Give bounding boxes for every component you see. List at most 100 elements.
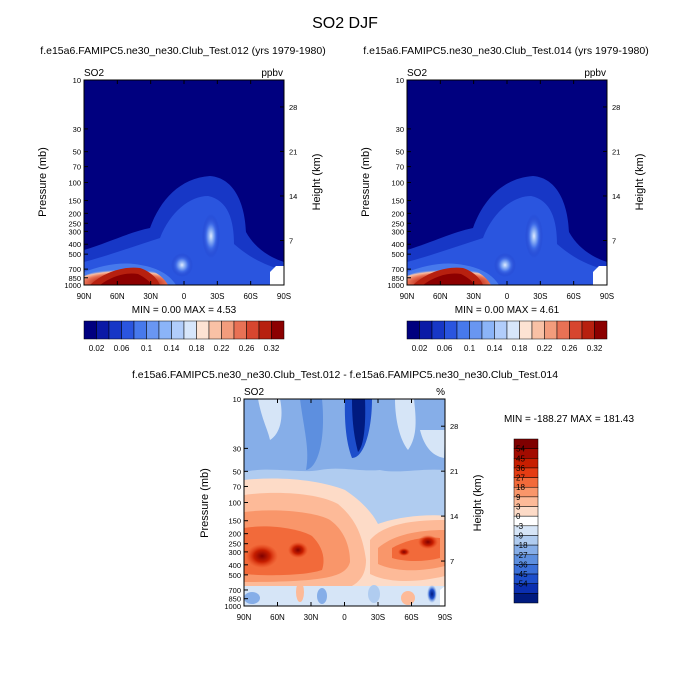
colorbar-swatch xyxy=(96,320,110,340)
y-tick-label: 50 xyxy=(396,148,404,157)
x-tick-label: 90S xyxy=(600,292,614,301)
y-tick-label: 1000 xyxy=(387,281,404,290)
colorbar-swatch xyxy=(208,320,222,340)
colorbar-label: 0.26 xyxy=(239,344,255,353)
panel-3-yticks-right: 28 21 14 7 xyxy=(441,422,458,566)
colorbar-swatch xyxy=(406,320,420,340)
colorbar-swatch xyxy=(146,320,160,340)
colorbar-swatch xyxy=(444,320,458,340)
colorbar-label: 0.14 xyxy=(164,344,180,353)
colorbar-label: 36 xyxy=(516,464,525,473)
x-tick-label: 0 xyxy=(505,292,510,301)
colorbar-swatch xyxy=(456,320,470,340)
y-tick-label: 1000 xyxy=(224,602,241,611)
y-tick-label: 500 xyxy=(68,250,81,259)
panel-3-field xyxy=(244,399,445,606)
colorbar-swatch xyxy=(246,320,260,340)
height-tick-label: 14 xyxy=(289,192,297,201)
panel-2-field xyxy=(407,80,607,285)
y-tick-label: 200 xyxy=(391,209,404,218)
x-tick-label: 90N xyxy=(77,292,92,301)
y-tick-label: 10 xyxy=(233,395,241,404)
x-tick-label: 30N xyxy=(466,292,481,301)
y-tick-label: 30 xyxy=(396,125,404,134)
colorbar-swatch xyxy=(419,320,433,340)
y-tick-label: 70 xyxy=(233,482,241,491)
y-tick-label: 50 xyxy=(233,467,241,476)
colorbar-label: 0.32 xyxy=(264,344,280,353)
colorbar-swatch xyxy=(556,320,570,340)
y-tick-label: 70 xyxy=(396,163,404,172)
colorbar-label: 0.26 xyxy=(562,344,578,353)
colorbar-label: 0.22 xyxy=(537,344,553,353)
panel-3-xticks: 90N 60N 30N 0 30S 60S 90S xyxy=(237,399,452,622)
panel-3: f.e15a6.FAMIPC5.ne30_ne30.Club_Test.012 … xyxy=(132,369,635,622)
y-tick-label: 50 xyxy=(73,148,81,157)
colorbar-label: -27 xyxy=(516,551,528,560)
panel-1-variable: SO2 xyxy=(84,68,104,79)
x-tick-label: 30S xyxy=(371,613,385,622)
colorbar-label: 18 xyxy=(516,483,525,492)
y-tick-label: 250 xyxy=(68,219,81,228)
y-tick-label: 250 xyxy=(228,540,241,549)
colorbar-label: 0.18 xyxy=(512,344,528,353)
x-tick-label: 90N xyxy=(400,292,415,301)
panel-1-stats: MIN = 0.00 MAX = 4.53 xyxy=(132,305,237,316)
colorbar-label: 3 xyxy=(516,503,521,512)
panel-1-title: f.e15a6.FAMIPC5.ne30_ne30.Club_Test.012 … xyxy=(40,45,325,57)
colorbar-label: 27 xyxy=(516,474,525,483)
colorbar-swatch xyxy=(133,320,147,340)
y-tick-label: 400 xyxy=(391,240,404,249)
colorbar-swatch xyxy=(196,320,210,340)
y-tick-label: 10 xyxy=(396,76,404,85)
colorbar-label: -36 xyxy=(516,560,528,569)
x-tick-label: 60N xyxy=(270,613,285,622)
panel-2: f.e15a6.FAMIPC5.ne30_ne30.Club_Test.014 … xyxy=(360,45,649,353)
colorbar-swatch xyxy=(581,320,595,340)
colorbar-label: 0.02 xyxy=(412,344,428,353)
panel-1-units: ppbv xyxy=(261,68,283,79)
colorbar-swatch xyxy=(121,320,135,340)
colorbar-swatch xyxy=(569,320,583,340)
panel-3-stats: MIN = -188.27 MAX = 181.43 xyxy=(504,414,635,425)
x-tick-label: 60N xyxy=(433,292,448,301)
colorbar-swatch xyxy=(544,320,558,340)
colorbar-label: 0.06 xyxy=(114,344,130,353)
y-tick-label: 150 xyxy=(391,197,404,206)
panel-1-field xyxy=(84,80,284,285)
colorbar-swatch xyxy=(494,320,508,340)
colorbar-swatch xyxy=(481,320,495,340)
colorbar-swatch xyxy=(171,320,185,340)
panel-2-colorbar: 0.02 0.06 0.1 0.14 0.18 0.22 0.26 0.32 xyxy=(406,320,608,353)
y-tick-label: 850 xyxy=(68,274,81,283)
figure-title: SO2 DJF xyxy=(312,15,378,32)
height-tick-label: 14 xyxy=(612,192,620,201)
y-tick-label: 30 xyxy=(233,444,241,453)
x-tick-label: 60S xyxy=(567,292,581,301)
height-tick-label: 28 xyxy=(612,103,620,112)
x-tick-label: 90S xyxy=(277,292,291,301)
colorbar-label: 54 xyxy=(516,445,525,454)
colorbar-swatch xyxy=(513,593,539,604)
panel-3-title: f.e15a6.FAMIPC5.ne30_ne30.Club_Test.012 … xyxy=(132,369,558,381)
x-tick-label: 60S xyxy=(244,292,258,301)
x-tick-label: 60N xyxy=(110,292,125,301)
panel-2-variable: SO2 xyxy=(407,68,427,79)
panel-2-title: f.e15a6.FAMIPC5.ne30_ne30.Club_Test.014 … xyxy=(363,45,648,57)
panel-1-ylabel: Pressure (mb) xyxy=(37,147,49,217)
y-tick-label: 300 xyxy=(391,227,404,236)
colorbar-label: -54 xyxy=(516,580,528,589)
height-tick-label: 21 xyxy=(450,467,458,476)
colorbar-label: 0.1 xyxy=(141,344,153,353)
y-tick-label: 250 xyxy=(391,219,404,228)
height-tick-label: 7 xyxy=(450,557,454,566)
y-tick-label: 500 xyxy=(391,250,404,259)
x-tick-label: 30S xyxy=(533,292,547,301)
y-tick-label: 70 xyxy=(73,163,81,172)
colorbar-label: -3 xyxy=(516,522,524,531)
colorbar-swatch xyxy=(271,320,285,340)
colorbar-label: 0.22 xyxy=(214,344,230,353)
